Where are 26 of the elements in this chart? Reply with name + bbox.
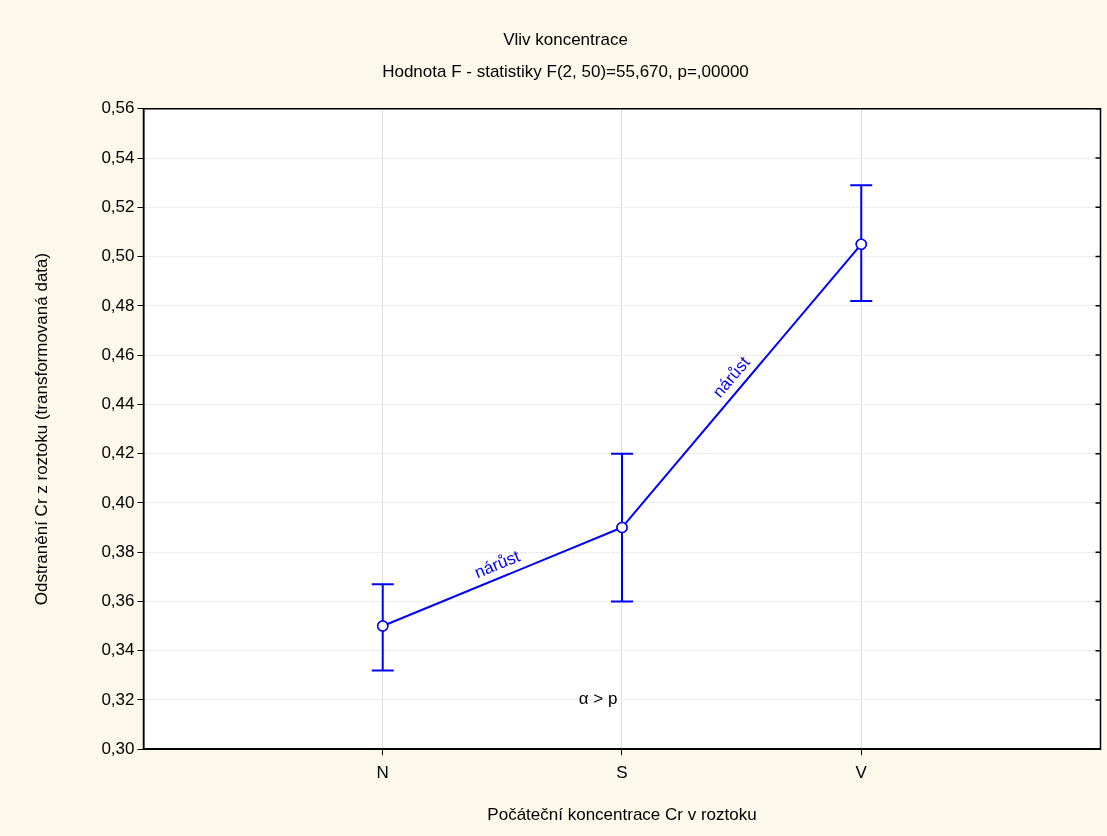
y-tick-label: 0,48 [101, 295, 135, 315]
chart-title: Vliv koncentrace [503, 29, 628, 49]
y-tick-label: 0,54 [101, 147, 135, 167]
y-tick-label: 0,34 [101, 640, 135, 660]
x-tick-label: N [376, 763, 389, 783]
x-tick-label: S [616, 763, 628, 783]
y-tick-label: 0,56 [101, 98, 135, 118]
annotation: α > p [578, 688, 618, 708]
annotation: nárůst [471, 546, 523, 583]
x-tick-label: V [855, 763, 868, 783]
y-tick-label: 0,36 [101, 591, 135, 611]
y-tick-label: 0,32 [101, 689, 135, 709]
y-tick-label: 0,38 [101, 541, 135, 561]
y-tick-label: 0,40 [101, 492, 135, 512]
y-tick-label: 0,44 [101, 394, 135, 414]
x-axis-title: Počáteční koncentrace Cr v roztoku [487, 805, 757, 825]
y-tick-label: 0,46 [101, 344, 135, 364]
point [616, 521, 628, 534]
y-tick-label: 0,52 [101, 197, 135, 217]
y-tick-label: 0,42 [101, 443, 135, 463]
point [376, 620, 389, 632]
chart-subtitle: Hodnota F - statistiky F(2, 50)=55,670, p=,00000 [382, 62, 749, 82]
point [855, 238, 867, 251]
y-tick-label: 0,30 [101, 738, 135, 758]
y-tick-label: 0,50 [101, 246, 135, 266]
y-axis-title: Odstranění Cr z roztoku (transformovaná data) [31, 252, 51, 606]
